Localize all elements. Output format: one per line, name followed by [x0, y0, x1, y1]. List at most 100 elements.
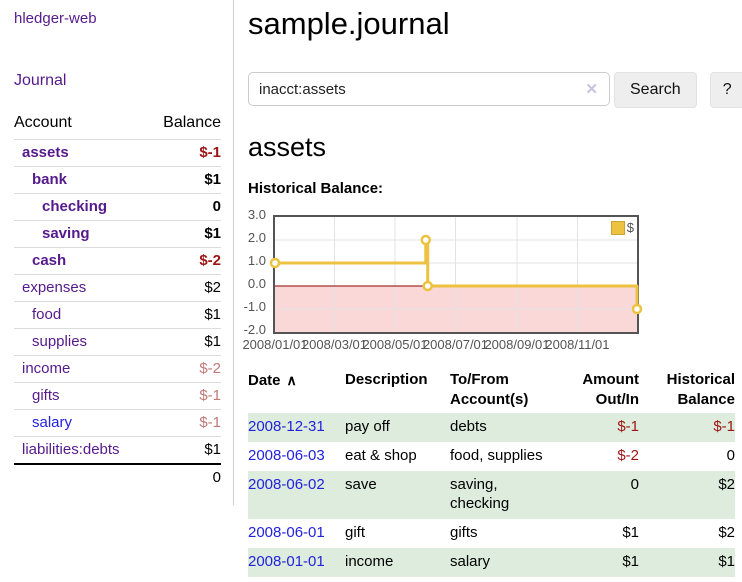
balance-chart: $ [269, 215, 643, 334]
transaction-row: 2008-12-31 pay off debts $-1 $-1 [248, 413, 735, 442]
register-header-balance: Historical Balance [666, 371, 735, 408]
account-balance: $1 [147, 328, 221, 356]
transaction-description: income [345, 553, 394, 570]
account-row: income $-2 [14, 355, 221, 383]
account-link-checking[interactable]: checking [42, 198, 108, 215]
accounts-table-body: assets $-1 bank $1 checking 0 saving $1 cash $-2 e… [14, 139, 221, 465]
data-point-marker [420, 234, 432, 246]
y-axis-tick: 0.0 [247, 276, 266, 291]
data-point-marker [631, 303, 643, 315]
x-axis-tick: 2008/05/01 [362, 337, 428, 352]
legend-label: $ [626, 220, 634, 235]
account-balance: $1 [147, 220, 221, 248]
transaction-balance: $-1 [713, 418, 735, 435]
data-point-marker [269, 257, 281, 269]
transaction-accounts: saving, checking [450, 476, 510, 512]
transaction-row: 2008-01-01 income salary $1 $1 [248, 548, 735, 577]
account-balance: $-2 [147, 355, 221, 383]
register-table: Date ∧ Description To/From Account(s) Amo… [248, 367, 735, 577]
y-axis-tick: -2.0 [243, 322, 266, 337]
search-form: ✕ Search ? [248, 72, 742, 108]
account-row: assets $-1 [14, 139, 221, 167]
sidebar: hledger-web Journal Account Balance asse… [0, 0, 234, 505]
account-balance: $-2 [147, 247, 221, 275]
account-balance: $-1 [147, 382, 221, 410]
sort-asc-icon: ∧ [286, 372, 297, 388]
transaction-balance: $1 [718, 553, 735, 570]
search-input[interactable] [248, 72, 610, 106]
transaction-date-link[interactable]: 2008-06-02 [248, 476, 325, 493]
help-button[interactable]: ? [709, 72, 742, 108]
account-link-cash[interactable]: cash [32, 252, 67, 269]
account-row: expenses $2 [14, 274, 221, 302]
account-balance: $1 [147, 301, 221, 329]
account-link-bank[interactable]: bank [32, 171, 68, 188]
register-header-description: Description [345, 371, 428, 388]
transaction-row: 2008-06-02 save saving, checking 0 $2 [248, 471, 735, 519]
chart-legend: $ [610, 220, 634, 235]
account-balance: $-1 [147, 139, 221, 167]
transaction-date-link[interactable]: 2008-01-01 [248, 553, 325, 570]
account-link-food[interactable]: food [32, 306, 62, 323]
app-brand: hledger-web [14, 10, 221, 28]
transaction-description: save [345, 476, 377, 493]
x-axis-tick: 2008/01/01 [242, 337, 308, 352]
account-balance: 0 [147, 193, 221, 221]
sidebar-item-journal[interactable]: Journal [14, 72, 67, 89]
transaction-accounts: food, supplies [450, 447, 543, 464]
chart-area: $ 3.0 2.0 1.0 0.0 -1.0 -2.0 2008/01/01 2008/03/… [242, 207, 735, 359]
account-link-saving[interactable]: saving [42, 225, 90, 242]
account-row: bank $1 [14, 166, 221, 194]
register-header-date[interactable]: Date ∧ [248, 372, 297, 389]
account-link-supplies[interactable]: supplies [32, 333, 88, 350]
transaction-balance: $2 [718, 524, 735, 541]
accounts-total-value: 0 [147, 463, 221, 491]
account-row: salary $-1 [14, 409, 221, 437]
main-content: sample.journal ✕ Search ? assets Histori… [242, 0, 742, 577]
accounts-table: Account Balance assets $-1 bank $1 checking 0… [14, 111, 221, 491]
clear-search-icon[interactable]: ✕ [585, 81, 598, 98]
account-heading: assets [248, 132, 327, 162]
brand-link[interactable]: hledger-web [14, 10, 97, 27]
transaction-date-link[interactable]: 2008-06-03 [248, 447, 325, 464]
x-axis-tick: 2008/03/01 [301, 337, 368, 352]
transaction-description: eat & shop [345, 447, 417, 464]
accounts-total-spacer [14, 463, 148, 491]
accounts-total-row: 0 [14, 463, 221, 491]
account-link-income[interactable]: income [22, 360, 71, 377]
transaction-date-link[interactable]: 2008-06-01 [248, 524, 325, 541]
register-table-body: 2008-12-31 pay off debts $-1 $-1 2008-06-03 ea… [248, 413, 735, 577]
account-balance: $1 [147, 436, 221, 465]
legend-swatch-icon [610, 220, 625, 235]
transaction-accounts: salary [450, 553, 491, 570]
account-balance: $-1 [147, 409, 221, 437]
account-row: saving $1 [14, 220, 221, 248]
chart-title: Historical Balance: [248, 180, 384, 197]
account-link-gifts[interactable]: gifts [32, 387, 60, 404]
transaction-row: 2008-06-03 eat & shop food, supplies $-2 0 [248, 442, 735, 471]
account-row: gifts $-1 [14, 382, 221, 410]
account-link-expenses[interactable]: expenses [22, 279, 87, 296]
transaction-balance: 0 [726, 447, 735, 464]
account-row: supplies $1 [14, 328, 221, 356]
account-row: liabilities:debts $1 [14, 436, 221, 465]
transaction-date-link[interactable]: 2008-12-31 [248, 418, 325, 435]
account-row: cash $-2 [14, 247, 221, 275]
y-axis-tick: -1.0 [243, 299, 266, 314]
account-link-salary[interactable]: salary [32, 414, 73, 431]
account-row: food $1 [14, 301, 221, 329]
account-link-assets[interactable]: assets [22, 144, 69, 161]
search-button[interactable]: Search [614, 72, 697, 108]
data-point-marker [422, 280, 433, 292]
account-row: checking 0 [14, 193, 221, 221]
account-link-liabilities-debts[interactable]: liabilities:debts [22, 441, 120, 458]
accounts-header-balance: Balance [147, 111, 221, 140]
transaction-amount: 0 [630, 476, 639, 493]
accounts-header-account: Account [14, 111, 148, 140]
account-balance: $2 [147, 274, 221, 302]
account-balance: $1 [147, 166, 221, 194]
y-axis-tick: 1.0 [247, 253, 266, 268]
transaction-accounts: debts [450, 418, 487, 435]
page-title: sample.journal [248, 6, 450, 41]
register-header-account: To/From Account(s) [450, 371, 529, 408]
